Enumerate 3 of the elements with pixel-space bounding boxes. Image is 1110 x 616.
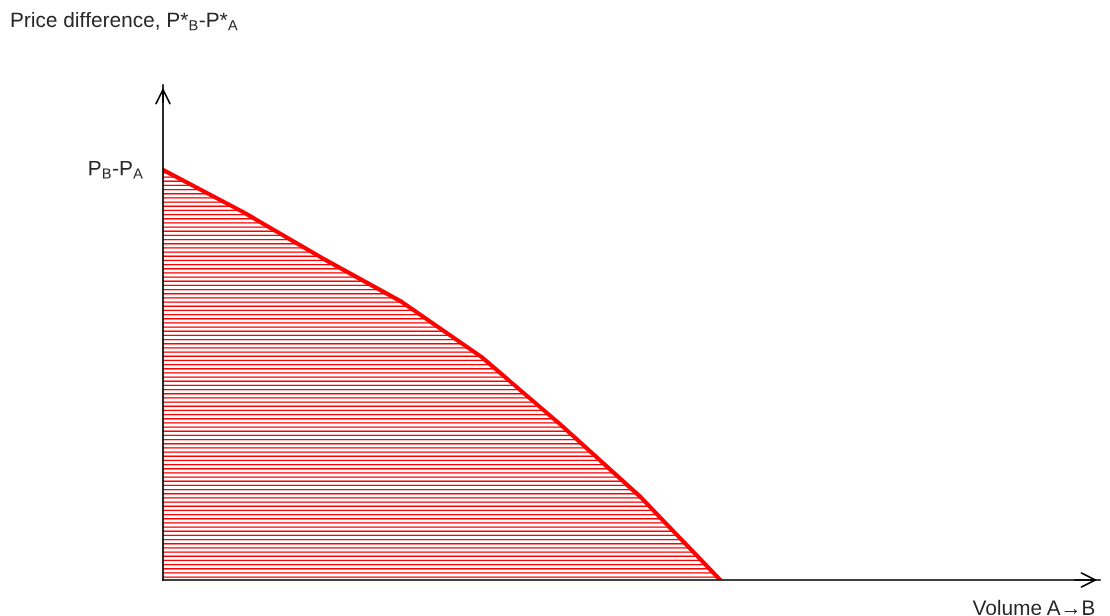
text: P$_{B}$-P$_{A}$ [89,160,143,179]
text: Price difference, P*$_{B}$-P*$_{A}$ [11,11,238,31]
x-axis-title: Volume A→B [972,599,1095,616]
